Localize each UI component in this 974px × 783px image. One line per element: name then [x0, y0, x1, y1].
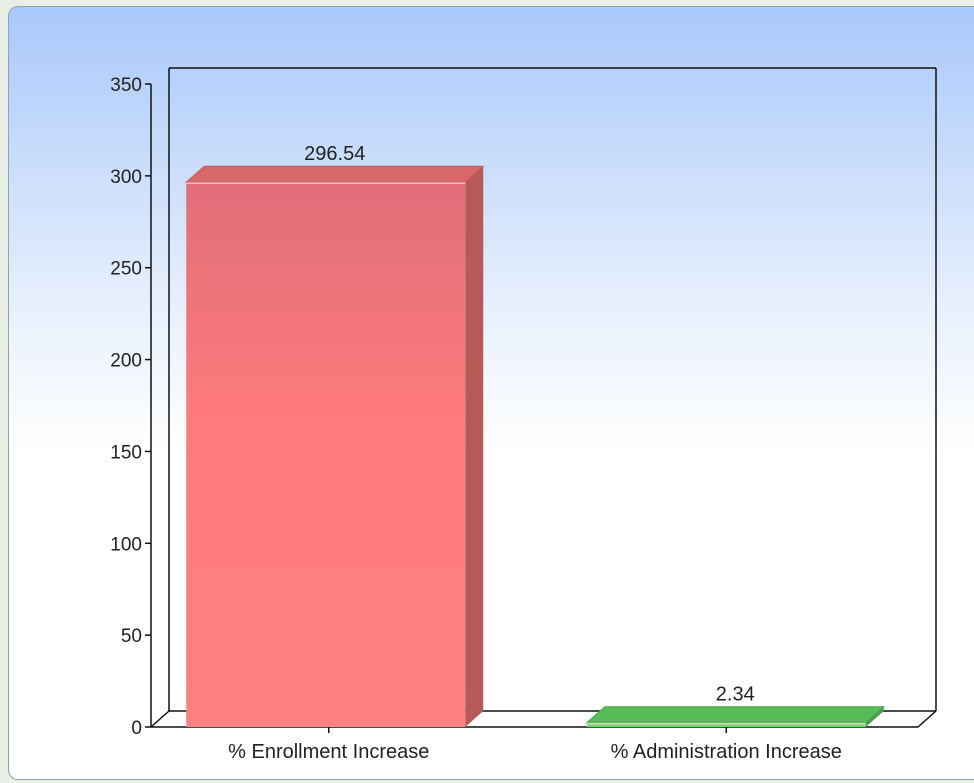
x-tick-label: % Enrollment Increase [228, 741, 429, 763]
x-axis: % Enrollment Increase % Administration In… [228, 727, 842, 763]
bar-front [186, 182, 466, 728]
y-tick-label: 0 [131, 718, 142, 739]
y-tick-label: 100 [110, 534, 142, 555]
y-tick-label: 300 [110, 167, 142, 188]
y-tick-label: 150 [110, 442, 142, 463]
bar-1: 296.54 [184, 143, 485, 728]
y-tick-label: 50 [121, 626, 142, 647]
bar-side [465, 166, 484, 728]
bar-side [865, 706, 884, 727]
bar-2: 2.34 [585, 684, 886, 727]
y-axis: 0 50 100 150 200 250 300 350 [110, 75, 151, 739]
bar-top [585, 706, 886, 724]
bar-front [586, 722, 866, 727]
data-label: 2.34 [716, 684, 755, 706]
y-tick-label: 350 [110, 75, 142, 96]
bar-top [184, 165, 485, 183]
x-tick-label: % Administration Increase [611, 741, 842, 763]
y-tick-label: 200 [110, 351, 142, 372]
y-tick-label: 250 [110, 259, 142, 280]
data-label: 296.54 [304, 143, 365, 165]
bars: 296.54 2.34 [184, 143, 886, 728]
